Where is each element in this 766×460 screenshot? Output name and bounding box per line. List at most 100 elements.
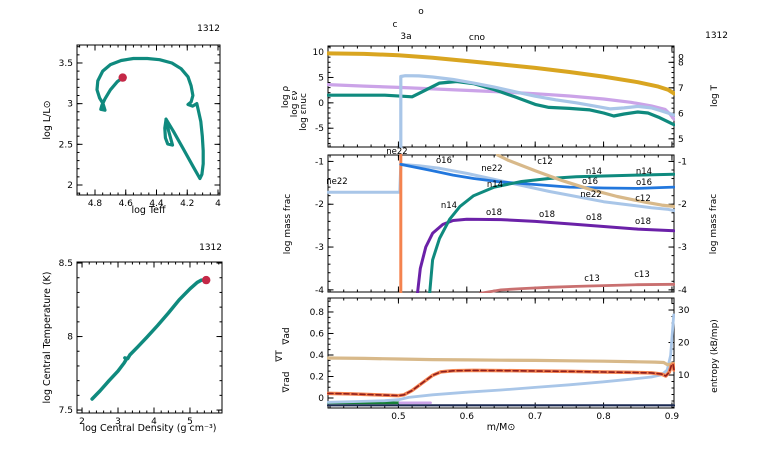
model-number-label: 1312 (705, 31, 728, 41)
annotation-label: o16 (636, 178, 652, 188)
annotation-label: o18 (635, 217, 651, 227)
y-tick-label: 2 (67, 181, 73, 191)
annotation-label: ne22 (580, 190, 601, 200)
y-tick-label: -5 (315, 124, 324, 134)
annotation-label: ∇ad (282, 327, 292, 345)
x-tick-label: 0.7 (528, 412, 542, 422)
annotation-label: c13 (634, 270, 650, 280)
current-model-marker (118, 73, 127, 82)
y-tick-label: 8.5 (59, 259, 73, 269)
y-tick-label: 0 (318, 394, 324, 404)
series-n14 (428, 172, 675, 293)
annotation-label: c13 (584, 274, 600, 284)
chart-tc: 2 3 4 5 7.5 8 8.5 log Central Density (g cm⁻³) l… (42, 243, 223, 434)
annotation-label: c12 (635, 194, 651, 204)
chart-hr: 4.8 4.6 4.4 4.2 4 2 2.5 3 3.5 log Teff log L/L⊙ 131… (42, 24, 221, 216)
x-tick-label: 4.6 (119, 199, 134, 209)
y2-tick-label: -2 (678, 200, 687, 210)
annotation-label: o16 (582, 177, 598, 187)
pb-plot-border (327, 297, 675, 409)
y2-tick-label: 30 (678, 306, 690, 316)
y2-tick-label: -3 (678, 243, 687, 253)
pt-series-group (327, 51, 675, 148)
y-tick-label: -4 (315, 286, 324, 296)
model-number-label: 1312 (199, 243, 222, 253)
annotation-label: log εnuc (299, 93, 309, 131)
annotation-label: n14 (441, 201, 457, 211)
annotation-label: o16 (436, 156, 452, 166)
x-tick-label: 4.2 (180, 199, 194, 209)
y-tick-label: 5 (318, 73, 324, 83)
y2-tick-label: 20 (678, 339, 690, 349)
series-o18 (416, 217, 675, 293)
annotation-label: o18 (586, 213, 602, 223)
y-tick-label: 0.8 (310, 308, 325, 318)
x-tick-label: 2 (79, 417, 85, 427)
hr-series-group (95, 56, 205, 181)
annotation-label: ne22 (386, 147, 407, 157)
y2-tick-label: 7 (678, 84, 684, 94)
annotation-label: 3a (400, 32, 411, 42)
hr-plot-border (76, 44, 221, 196)
y2-tick-label: -4 (678, 286, 687, 296)
y-tick-label: -1 (315, 157, 324, 167)
x-tick-label: 4.4 (149, 199, 164, 209)
pb-series-group (327, 313, 675, 407)
y2-tick-label: 5 (678, 135, 684, 145)
x-tick-label: 0.9 (665, 412, 680, 422)
chart-pt: 10 5 0 -5 8 7 6 5 o c3a cno o 1312 log ρ log εν log εnu… (281, 7, 728, 148)
y-tick-label: 8 (67, 333, 73, 343)
chart-pb: 0.5 0.6 0.7 0.8 0.9 0 0.2 0.4 0.6 0.8 10 20 30 m/M⊙ ∇a… (275, 297, 720, 433)
y-tick-label: 3.5 (59, 59, 73, 69)
model-number-label: 1312 (197, 24, 220, 34)
x-tick-label: 0.6 (460, 412, 475, 422)
y-tick-label: 0.2 (310, 372, 324, 382)
pb-x-axis-label: m/M⊙ (487, 422, 516, 433)
tc-plot-border (76, 261, 223, 414)
x-tick-label: 4.8 (88, 199, 103, 209)
y2-tick-label: 6 (678, 109, 684, 119)
y2-tick-label: -1 (678, 157, 687, 167)
annotation-label: c (393, 20, 398, 30)
y-tick-label: 2.5 (59, 140, 73, 150)
y-tick-label: 10 (313, 48, 325, 58)
tc-series-group (90, 278, 209, 401)
annotation-label: o (418, 7, 424, 17)
y2-tick-label: 8 (678, 58, 684, 68)
x-tick-label: 0.5 (391, 412, 405, 422)
x-tick-label: 3 (115, 417, 121, 427)
series-tc-rhoc-track (90, 278, 209, 401)
annotation-label: n14 (586, 167, 602, 177)
y-tick-label: 7.5 (59, 406, 73, 416)
y-tick-label: -2 (315, 200, 324, 210)
x-tick-label: 5 (187, 417, 193, 427)
hr-x-axis-label: log Teff (131, 205, 166, 216)
annotation-label: o18 (486, 208, 502, 218)
y-tick-label: 3 (67, 100, 73, 110)
tc-x-axis-label: log Central Density (g cm⁻³) (82, 423, 216, 434)
annotation-label: log mass frac (283, 194, 293, 254)
annotation-label: ∇T (275, 350, 285, 363)
annotation-label: n14 (487, 180, 503, 190)
hr-y-axis-label: log L/L⊙ (42, 100, 53, 139)
chart-pm: -1 -2 -3 -4 -1 -2 -3 -4 ne22 ne22 ne22 ne22 o16 o16 o1… (283, 147, 719, 296)
series-log-T (327, 51, 675, 96)
annotation-label: log εν (290, 91, 300, 117)
series-entropy (327, 313, 675, 404)
annotation-label: log T (710, 84, 720, 107)
y-tick-label: 0.6 (310, 329, 325, 339)
annotation-label: log ρ (281, 86, 291, 109)
annotation-label: o (678, 52, 684, 62)
y2-tick-label: 10 (678, 371, 690, 381)
series-log-eps-nu (327, 79, 675, 127)
x-tick-label: 4 (215, 199, 221, 209)
annotation-label: entropy (kB/mp) (710, 319, 720, 393)
annotation-label: ne22 (326, 177, 347, 187)
y-tick-label: 0.4 (310, 351, 325, 361)
annotation-label: o18 (539, 210, 555, 220)
series-grad-ad (327, 356, 675, 367)
series-c12 (496, 154, 675, 208)
annotation-label: cno (469, 33, 486, 43)
